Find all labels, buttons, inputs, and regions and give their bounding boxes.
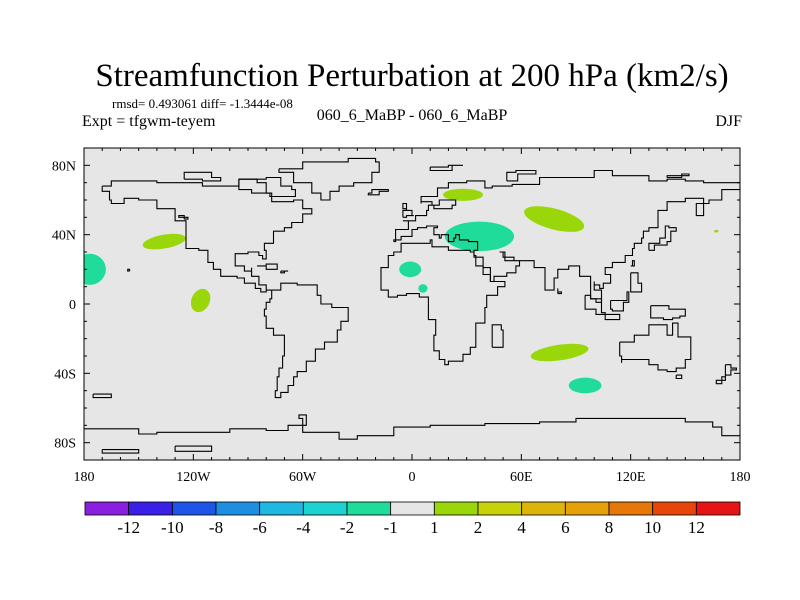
y-tick-label: 0 bbox=[69, 298, 76, 313]
coastline bbox=[650, 305, 686, 321]
colorbar-swatch bbox=[171, 501, 217, 516]
coastline bbox=[278, 157, 380, 201]
coastline bbox=[92, 393, 112, 399]
y-tick-label: 40N bbox=[52, 229, 76, 244]
stats-line: rmsd= 0.493061 diff= -1.3444e-08 bbox=[112, 96, 293, 111]
colorbar-swatch bbox=[128, 501, 173, 516]
x-tick-label: 120E bbox=[616, 470, 646, 485]
colorbar-label: 4 bbox=[517, 518, 526, 537]
coastline bbox=[675, 374, 683, 380]
coastline bbox=[280, 270, 289, 274]
colorbar-label: -8 bbox=[209, 518, 223, 537]
anomaly-patch bbox=[84, 253, 106, 285]
anomaly-patch bbox=[399, 261, 422, 278]
x-tick-label: 180 bbox=[74, 470, 95, 485]
colorbar: -12 -10 -8 -6 -4 -2 -1 1 2 4 6 8 10 12 bbox=[84, 501, 741, 537]
colorbar-label: 2 bbox=[474, 518, 483, 537]
x-tick-label: 180 bbox=[730, 470, 751, 485]
coastline bbox=[429, 164, 463, 172]
coastline bbox=[610, 291, 630, 312]
y-axis: 80N 40N 0 40S 80S bbox=[52, 159, 740, 452]
coastline bbox=[183, 171, 222, 182]
coastline-layer bbox=[84, 157, 740, 454]
y-tick-label: 80N bbox=[52, 159, 76, 174]
colorbar-swatch bbox=[695, 501, 741, 516]
coastline bbox=[648, 225, 677, 251]
coastline bbox=[619, 322, 692, 373]
anomaly-patch bbox=[524, 206, 585, 232]
coastline bbox=[367, 189, 389, 196]
experiment-label: Expt = tfgwm-teyem bbox=[82, 113, 216, 130]
coastline bbox=[238, 176, 296, 198]
coastline bbox=[380, 239, 506, 366]
coastline bbox=[178, 215, 189, 220]
x-tick-label: 120W bbox=[176, 470, 211, 485]
colorbar-swatch bbox=[302, 501, 348, 516]
coastline bbox=[393, 169, 740, 303]
coastline bbox=[263, 282, 349, 399]
colorbar-label: 10 bbox=[644, 518, 661, 537]
x-tick-label: 60E bbox=[510, 470, 533, 485]
colorbar-label: -2 bbox=[340, 518, 354, 537]
coastline bbox=[127, 268, 131, 272]
colorbar-label: -12 bbox=[117, 518, 140, 537]
coastline bbox=[101, 449, 140, 454]
coastline bbox=[666, 173, 690, 179]
anomaly-layer bbox=[84, 188, 719, 394]
anomaly-patch bbox=[142, 233, 186, 250]
anomaly-patch bbox=[190, 288, 211, 313]
colorbar-label: 1 bbox=[430, 518, 439, 537]
colorbar-swatch bbox=[84, 501, 130, 516]
colorbar-swatch bbox=[433, 501, 479, 516]
map-panel bbox=[83, 147, 741, 461]
coastline bbox=[174, 445, 213, 452]
x-axis: 180 120W 60W 0 60E 120E 180 bbox=[74, 148, 751, 485]
colorbar-label: 6 bbox=[561, 518, 570, 537]
colorbar-swatch bbox=[477, 501, 523, 516]
y-tick-label: 40S bbox=[54, 367, 76, 382]
coastline bbox=[584, 294, 606, 315]
anomaly-patch bbox=[444, 221, 515, 252]
colorbar-label: -4 bbox=[296, 518, 311, 537]
colorbar-swatch bbox=[608, 501, 654, 516]
coastline bbox=[630, 260, 635, 267]
x-tick-label: 60W bbox=[289, 470, 317, 485]
coastline bbox=[402, 202, 414, 218]
colorbar-swatch bbox=[521, 501, 566, 516]
anomaly-patch bbox=[442, 188, 484, 201]
x-tick-label: 0 bbox=[409, 470, 416, 485]
coastline bbox=[557, 288, 562, 295]
colorbar-label: 12 bbox=[688, 518, 705, 537]
coastline bbox=[630, 272, 643, 293]
anomaly-patch bbox=[714, 229, 719, 233]
anomaly-patch bbox=[418, 284, 428, 293]
map-background bbox=[84, 148, 740, 460]
coastline bbox=[506, 169, 537, 182]
season-label: DJF bbox=[715, 113, 742, 130]
anomaly-patch bbox=[568, 377, 602, 394]
colorbar-label: 8 bbox=[605, 518, 614, 537]
anomaly-patch bbox=[530, 343, 589, 362]
coastline bbox=[604, 313, 621, 321]
colorbar-label: -10 bbox=[161, 518, 184, 537]
coastline bbox=[257, 263, 278, 270]
colorbar-swatch bbox=[346, 501, 392, 516]
case-difference-label: 060_6_MaBP - 060_6_MaBP bbox=[317, 107, 508, 124]
coastline bbox=[715, 364, 737, 385]
colorbar-label: -6 bbox=[253, 518, 267, 537]
y-tick-label: 80S bbox=[54, 437, 76, 452]
colorbar-swatch bbox=[259, 501, 304, 516]
coastline bbox=[84, 414, 740, 440]
chart-title: Streamfunction Perturbation at 200 hPa (… bbox=[95, 58, 728, 94]
colorbar-swatch bbox=[215, 501, 261, 516]
colorbar-label: -1 bbox=[384, 518, 398, 537]
coastline bbox=[491, 324, 504, 348]
colorbar-swatch bbox=[390, 501, 435, 516]
colorbar-swatch bbox=[652, 501, 697, 516]
colorbar-swatch bbox=[564, 501, 610, 516]
